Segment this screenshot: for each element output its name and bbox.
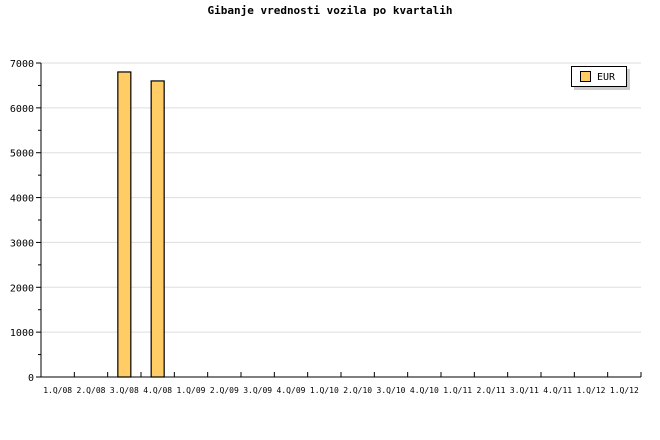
y-tick-label: 2000 (10, 283, 34, 294)
y-tick-label: 7000 (10, 59, 34, 70)
x-tick-label: 2.Q/10 (343, 386, 372, 395)
x-tick-label: 3.Q/09 (243, 386, 272, 395)
y-tick-label: 3000 (10, 238, 34, 249)
x-tick-label: 3.Q/10 (377, 386, 406, 395)
x-tick-label: 3.Q/08 (110, 386, 139, 395)
y-tick-label: 6000 (10, 104, 34, 115)
legend-label: EUR (597, 72, 616, 83)
bar (117, 71, 132, 378)
x-tick-label: 2.Q/11 (477, 386, 506, 395)
x-tick-label: 1.Q/09 (177, 386, 206, 395)
chart-title: Gibanje vrednosti vozila po kvartalih (207, 4, 453, 17)
x-tick-label: 1.Q/12 (610, 386, 639, 395)
bar (150, 80, 165, 378)
x-tick-label: 1.Q/10 (310, 386, 339, 395)
x-tick-label: 4.Q/08 (143, 386, 172, 395)
y-tick-label: 5000 (10, 149, 34, 160)
x-tick-label: 3.Q/11 (510, 386, 539, 395)
y-tick-label: 0 (28, 373, 34, 384)
y-tick-label: 1000 (10, 328, 34, 339)
x-tick-label: 4.Q/09 (277, 386, 306, 395)
x-tick-label: 2.Q/08 (77, 386, 106, 395)
x-tick-label: 1.Q/12 (577, 386, 606, 395)
x-tick-label: 1.Q/11 (443, 386, 472, 395)
legend-swatch (580, 71, 591, 82)
x-tick-label: 4.Q/10 (410, 386, 439, 395)
x-tick-label: 4.Q/11 (543, 386, 572, 395)
x-tick-label: 2.Q/09 (210, 386, 239, 395)
y-tick-label: 4000 (10, 194, 34, 205)
x-tick-label: 1.Q/08 (43, 386, 72, 395)
